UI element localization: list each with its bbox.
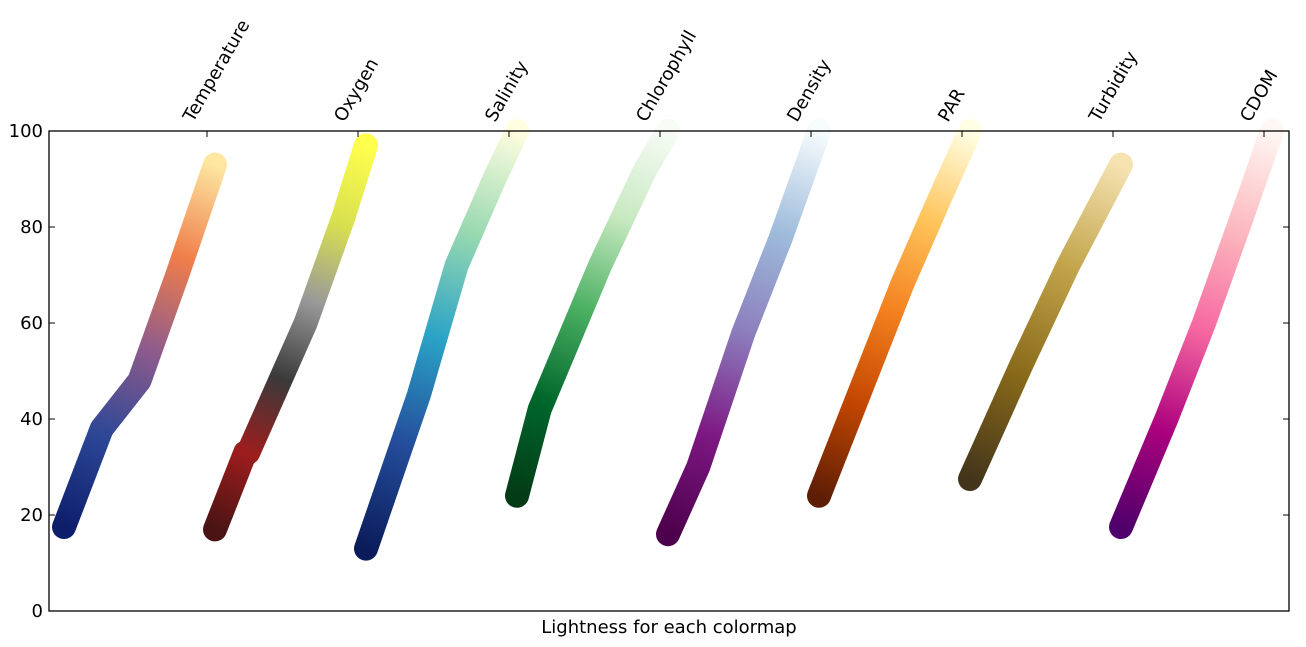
y-tick-label: 100 [9,121,43,142]
category-label-chlorophyll: Chlorophyll [632,27,701,125]
category-label-cdom: CDOM [1236,66,1282,125]
category-label-par: PAR [934,85,969,125]
category-label-density: Density [783,55,836,125]
series-line-par [807,119,982,508]
category-label-oxygen: Oxygen [330,55,383,126]
series-line-oxygen [203,133,378,542]
y-tick-label: 80 [20,217,43,238]
series-layer [52,119,1284,561]
plot-frame [48,130,1290,612]
x-axis-label: Lightness for each colormap [541,617,796,638]
series-line-salinity [354,119,529,561]
category-label-salinity: Salinity [481,57,533,125]
y-tick-label: 60 [20,313,43,334]
y-axis: 0 20 40 60 80 100 [9,121,1289,622]
y-tick-label: 20 [20,505,43,526]
series-line-chlorophyll [505,119,680,508]
y-tick-label: 40 [20,409,43,430]
series-line-turbidity [958,152,1133,491]
y-tick-label: 0 [32,601,43,622]
series-line-temperature [52,152,227,539]
series-line-cdom [1109,119,1284,539]
category-label-temperature: Temperature [179,16,255,126]
category-label-turbidity: Turbidity [1085,47,1143,126]
series-line-density [656,119,831,547]
category-labels: Temperature Oxygen Salinity Chlorophyll Dens… [179,16,1282,137]
